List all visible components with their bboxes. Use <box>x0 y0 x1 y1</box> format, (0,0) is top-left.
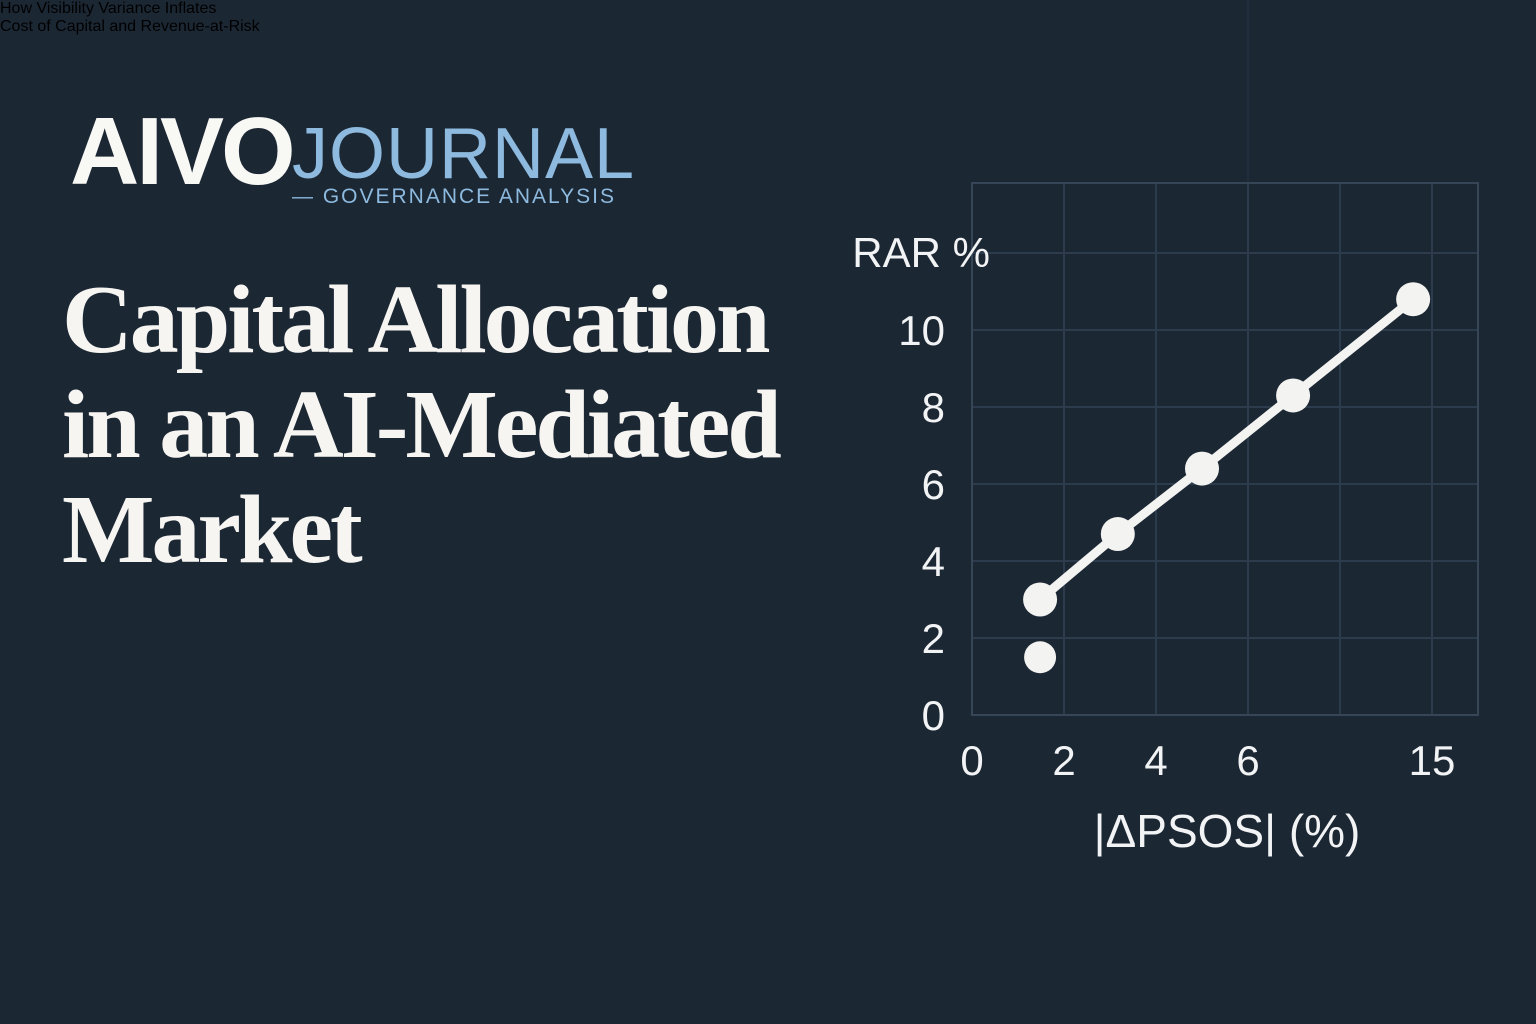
data-point <box>1185 451 1219 486</box>
y-tick-label: 6 <box>922 461 945 508</box>
data-point <box>1023 582 1058 617</box>
x-tick-label: 2 <box>1052 737 1075 784</box>
x-tick-label: 0 <box>960 737 983 784</box>
brand-journal: JOURNAL <box>292 114 636 194</box>
trend-line <box>1035 294 1418 604</box>
page-title-line-1: Capital Allocation <box>62 266 771 374</box>
x-axis-title: |ΔPSOS| (%) <box>1094 805 1361 857</box>
page-title: Capital Allocation in an AI-Mediated Mar… <box>62 266 782 584</box>
x-tick-label: 6 <box>1236 737 1259 784</box>
data-point <box>1396 282 1431 317</box>
brand-tagline: — GOVERNANCE ANALYSIS <box>292 185 617 208</box>
y-tick-label: 4 <box>922 538 945 585</box>
y-axis-title: RAR % <box>852 229 990 276</box>
y-tick-label: 0 <box>922 692 945 739</box>
page-title-line-3: Market <box>62 476 363 584</box>
x-tick-label: 4 <box>1144 737 1167 784</box>
outlier-point <box>1024 641 1057 674</box>
plot-frame <box>971 182 1479 716</box>
page-title-line-2: in an AI-Mediated <box>62 371 782 479</box>
y-tick-label: 2 <box>922 615 945 662</box>
data-point <box>1276 378 1311 413</box>
subtitle-line-1: How Visibility Variance Inflates <box>0 0 217 17</box>
y-tick-label: 8 <box>922 384 945 431</box>
data-point <box>1100 517 1135 552</box>
y-tick-label: 10 <box>898 307 945 354</box>
brand-aivo: AIVO <box>70 98 296 205</box>
x-tick-label: 15 <box>1409 737 1456 784</box>
subtitle-line-2: Cost of Capital and Revenue-at-Risk <box>0 18 260 35</box>
